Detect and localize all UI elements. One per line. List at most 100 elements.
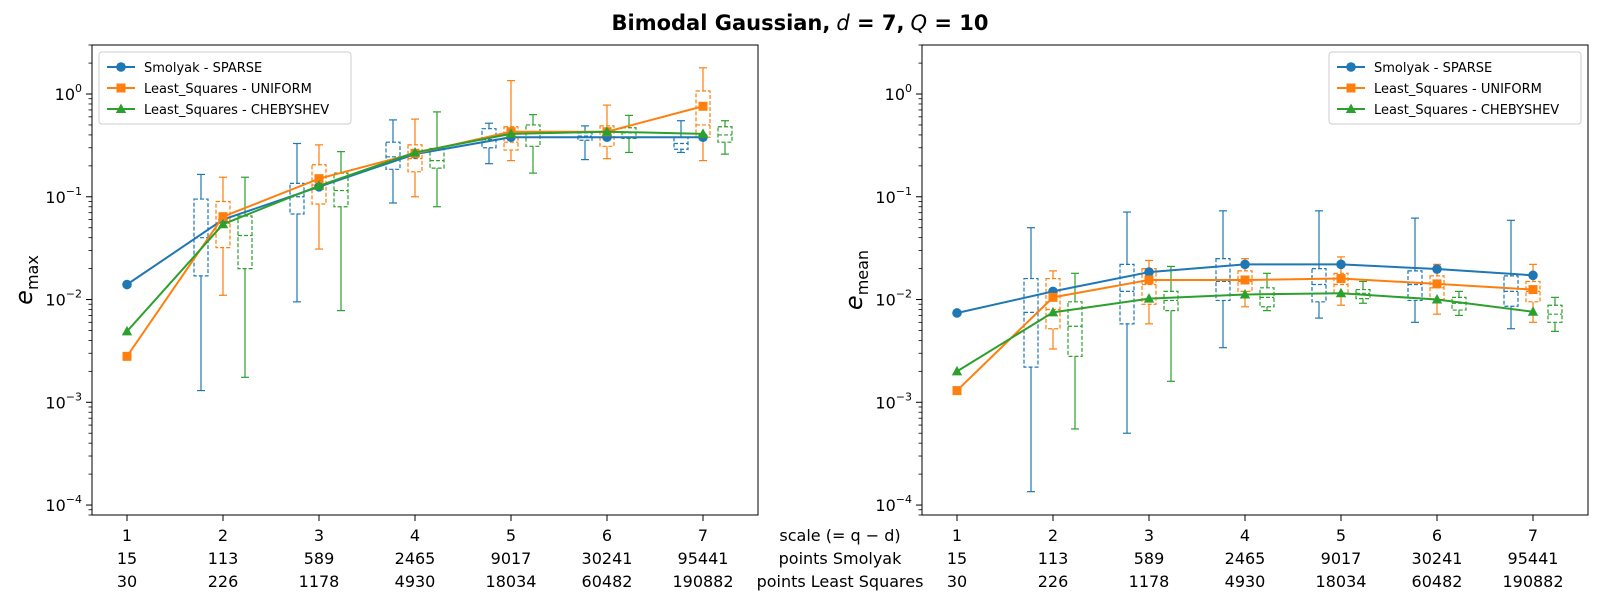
box bbox=[1119, 263, 1135, 325]
x-tick-points-least-squares: 30 bbox=[117, 572, 137, 591]
x-tick-points-smolyak: 113 bbox=[208, 549, 239, 568]
x-tick-points-smolyak: 113 bbox=[1038, 549, 1069, 568]
x-tick-scale: 5 bbox=[506, 526, 516, 545]
x-tick-points-least-squares: 190882 bbox=[672, 572, 733, 591]
point-uniform bbox=[952, 386, 962, 396]
x-tick-points-smolyak: 15 bbox=[947, 549, 967, 568]
box bbox=[1407, 270, 1423, 302]
y-tick-label: 10−3 bbox=[875, 390, 912, 412]
y-tick-label: 10−4 bbox=[45, 493, 82, 515]
legend-label-smolyak: Smolyak - SPARSE bbox=[1374, 61, 1492, 76]
boxplot-uniform bbox=[215, 176, 231, 296]
x-tick-points-smolyak: 30241 bbox=[582, 549, 633, 568]
x-tick-scale: 6 bbox=[1432, 526, 1442, 545]
point-chebyshev bbox=[1143, 293, 1155, 303]
x-tick-points-smolyak: 95441 bbox=[1508, 549, 1559, 568]
boxplot-smolyak bbox=[1503, 219, 1519, 330]
x-tick-points-smolyak: 589 bbox=[304, 549, 335, 568]
legend-marker-uniform bbox=[116, 83, 126, 93]
boxplot-uniform bbox=[695, 67, 711, 162]
boxplot-uniform bbox=[503, 80, 519, 162]
point-chebyshev bbox=[1431, 294, 1443, 304]
title-d-eq: = 7, bbox=[850, 11, 905, 35]
point-chebyshev bbox=[697, 128, 709, 138]
boxplot-chebyshev bbox=[717, 120, 733, 155]
x-tick-points-least-squares: 4930 bbox=[395, 572, 436, 591]
y-axis-label: emean bbox=[840, 250, 872, 310]
x-tick-points-smolyak: 15 bbox=[117, 549, 137, 568]
point-chebyshev bbox=[601, 126, 613, 136]
point-chebyshev bbox=[409, 146, 421, 157]
x-tick-points-least-squares: 226 bbox=[1038, 572, 1069, 591]
box bbox=[525, 124, 541, 147]
legend-label-chebyshev: Least_Squares - CHEBYSHEV bbox=[144, 103, 329, 118]
point-smolyak bbox=[1144, 267, 1154, 277]
x-tick-points-least-squares: 60482 bbox=[582, 572, 633, 591]
legend-label-chebyshev: Least_Squares - CHEBYSHEV bbox=[1374, 103, 1559, 118]
point-uniform bbox=[698, 101, 708, 111]
point-uniform bbox=[1432, 279, 1442, 289]
boxplot-smolyak bbox=[193, 173, 209, 392]
point-uniform bbox=[1528, 285, 1538, 295]
title-q-eq: = 10 bbox=[927, 11, 988, 35]
point-smolyak bbox=[122, 279, 132, 290]
y-axis-label: emax bbox=[10, 255, 42, 305]
x-tick-points-smolyak: 2465 bbox=[395, 549, 436, 568]
legend-label-uniform: Least_Squares - UNIFORM bbox=[1374, 82, 1542, 97]
x-tick-scale: 7 bbox=[1528, 526, 1538, 545]
y-tick-label: 10−1 bbox=[875, 185, 912, 207]
plot-frame bbox=[91, 44, 759, 516]
legend-marker-uniform bbox=[1346, 83, 1356, 93]
x-tick-points-smolyak: 2465 bbox=[1225, 549, 1266, 568]
x-tick-scale: 4 bbox=[1240, 526, 1250, 545]
point-uniform bbox=[122, 351, 132, 361]
x-tick-scale: 3 bbox=[314, 526, 324, 545]
box bbox=[289, 182, 305, 215]
x-tick-points-smolyak: 9017 bbox=[1321, 549, 1362, 568]
legend: Smolyak - SPARSE Least_Squares - UNIFORM L… bbox=[1328, 51, 1582, 125]
legend-frame bbox=[98, 51, 352, 125]
box bbox=[237, 215, 253, 270]
x-tick-points-smolyak: 9017 bbox=[491, 549, 532, 568]
boxplot-chebyshev bbox=[1259, 272, 1275, 312]
point-uniform bbox=[218, 212, 228, 222]
box bbox=[1045, 277, 1061, 330]
boxplot-chebyshev bbox=[1163, 265, 1179, 382]
boxplot-chebyshev bbox=[429, 111, 445, 208]
boxplot-smolyak bbox=[1119, 211, 1135, 434]
boxplot-smolyak bbox=[481, 122, 497, 165]
boxplot-smolyak bbox=[289, 142, 305, 303]
plot-frame bbox=[921, 44, 1589, 516]
x-tick-points-least-squares: 190882 bbox=[1502, 572, 1563, 591]
boxplot-uniform bbox=[311, 144, 327, 250]
point-uniform bbox=[1048, 292, 1058, 302]
y-tick-label: 10−2 bbox=[875, 288, 912, 310]
x-tick-points-smolyak: 95441 bbox=[678, 549, 729, 568]
point-smolyak bbox=[1240, 259, 1250, 270]
point-smolyak bbox=[952, 308, 962, 318]
box bbox=[1311, 268, 1327, 303]
point-uniform bbox=[1144, 275, 1154, 285]
legend-frame bbox=[1328, 51, 1582, 125]
title-main: Bimodal Gaussian, bbox=[611, 11, 830, 35]
boxplot-chebyshev bbox=[525, 114, 541, 174]
row-label-points-least-squares: points Least Squares bbox=[757, 572, 924, 591]
row-label-points-smolyak: points Smolyak bbox=[779, 549, 902, 568]
point-chebyshev bbox=[505, 128, 517, 138]
boxplot-smolyak bbox=[1407, 217, 1423, 323]
legend-marker-chebyshev bbox=[115, 103, 127, 113]
legend-label-smolyak: Smolyak - SPARSE bbox=[144, 61, 262, 76]
point-chebyshev bbox=[1335, 287, 1347, 298]
point-chebyshev bbox=[217, 218, 229, 229]
boxplot-chebyshev bbox=[1355, 280, 1371, 304]
x-tick-points-least-squares: 18034 bbox=[486, 572, 537, 591]
x-tick-scale: 2 bbox=[218, 526, 228, 545]
point-smolyak bbox=[1336, 259, 1346, 270]
x-tick-points-least-squares: 4930 bbox=[1225, 572, 1266, 591]
y-tick-label: 10−3 bbox=[45, 390, 82, 412]
x-tick-points-smolyak: 30241 bbox=[1412, 549, 1463, 568]
title-d-var: d bbox=[836, 11, 850, 35]
legend-marker-chebyshev bbox=[1345, 103, 1357, 113]
x-tick-scale: 5 bbox=[1336, 526, 1346, 545]
x-tick-points-least-squares: 1178 bbox=[1129, 572, 1170, 591]
